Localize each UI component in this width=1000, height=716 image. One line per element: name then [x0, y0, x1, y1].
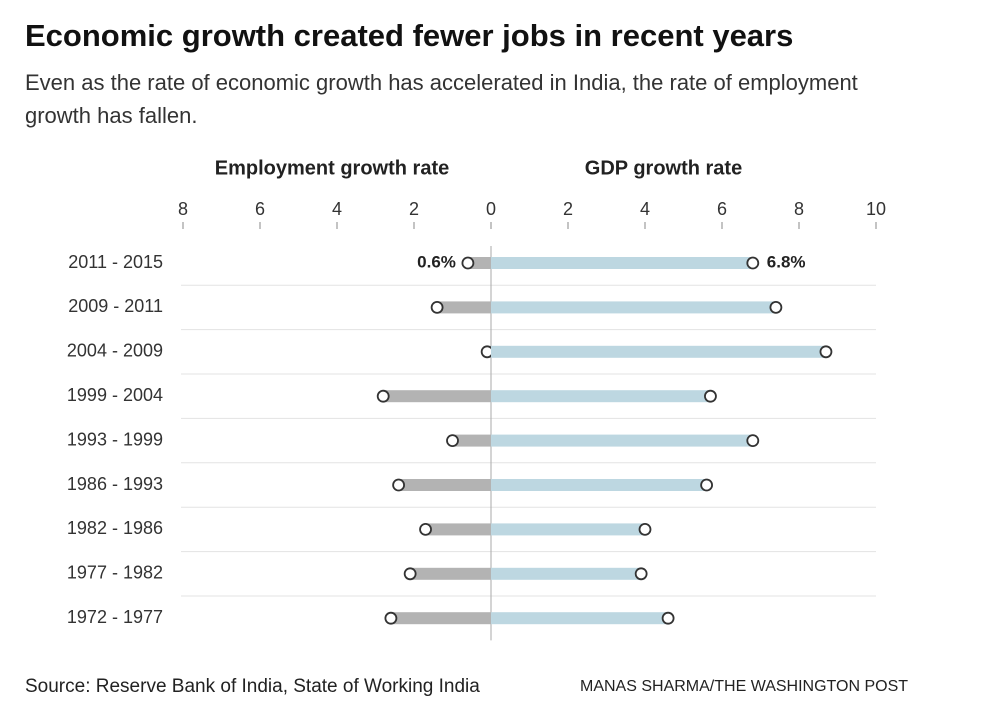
- x-tick-label: 8: [794, 199, 804, 219]
- dot: [704, 389, 717, 403]
- dot: [700, 478, 713, 492]
- x-tick-label: 0: [486, 199, 496, 219]
- dot: [461, 256, 475, 270]
- x-tick-label: 10: [866, 199, 886, 219]
- bar: [437, 301, 491, 314]
- x-tick-label: 4: [332, 199, 342, 219]
- category-label: 1993 - 1999: [67, 429, 163, 449]
- bar: [425, 523, 491, 536]
- dot: [769, 300, 783, 314]
- dot: [746, 434, 760, 448]
- dot: [403, 567, 417, 581]
- category-label: 1986 - 1993: [67, 474, 163, 494]
- bar: [491, 523, 645, 536]
- bar: [491, 567, 642, 580]
- chart-subtitle: Even as the rate of economic growth has …: [25, 70, 858, 128]
- bar: [491, 612, 669, 625]
- category-label: 1977 - 1982: [67, 563, 163, 583]
- dot: [430, 300, 444, 314]
- bar: [491, 479, 707, 491]
- bar: [491, 345, 826, 358]
- series-header: Employment growth rate: [215, 157, 449, 179]
- dot: [392, 478, 406, 492]
- series-header: GDP growth rate: [585, 157, 742, 179]
- x-tick-label: 8: [178, 199, 188, 219]
- source-note: Source: Reserve Bank of India, State of …: [25, 676, 480, 697]
- dot: [661, 611, 675, 625]
- x-tick-label: 4: [640, 199, 650, 219]
- bar: [491, 390, 711, 403]
- x-tick-label: 2: [563, 199, 573, 219]
- dot: [746, 256, 760, 270]
- bar: [491, 301, 776, 314]
- bar: [452, 434, 491, 447]
- dot: [819, 345, 833, 359]
- value-label: 0.6%: [417, 252, 456, 271]
- bar: [398, 479, 491, 491]
- x-tick-label: 2: [409, 199, 419, 219]
- category-label: 1999 - 2004: [67, 385, 163, 405]
- category-label: 2011 - 2015: [68, 252, 163, 272]
- x-tick-label: 6: [255, 199, 265, 219]
- dot: [376, 389, 390, 403]
- dot: [419, 523, 432, 536]
- bar: [491, 257, 753, 269]
- category-label: 2004 - 2009: [67, 341, 163, 361]
- chart-title: Economic growth created fewer jobs in re…: [25, 18, 794, 53]
- bar: [383, 390, 491, 403]
- dot: [634, 567, 648, 581]
- bar: [390, 612, 491, 625]
- credit: MANAS SHARMA/THE WASHINGTON POST: [580, 678, 909, 695]
- dot: [638, 523, 652, 536]
- category-label: 2009 - 2011: [68, 296, 163, 316]
- bar: [467, 257, 491, 269]
- value-label: 6.8%: [767, 252, 806, 271]
- bar: [491, 434, 753, 447]
- x-tick-label: 6: [717, 199, 727, 219]
- bar: [410, 567, 491, 580]
- dot: [384, 611, 398, 625]
- category-label: 1982 - 1986: [67, 518, 163, 538]
- dot: [446, 434, 459, 448]
- category-label: 1972 - 1977: [67, 607, 163, 627]
